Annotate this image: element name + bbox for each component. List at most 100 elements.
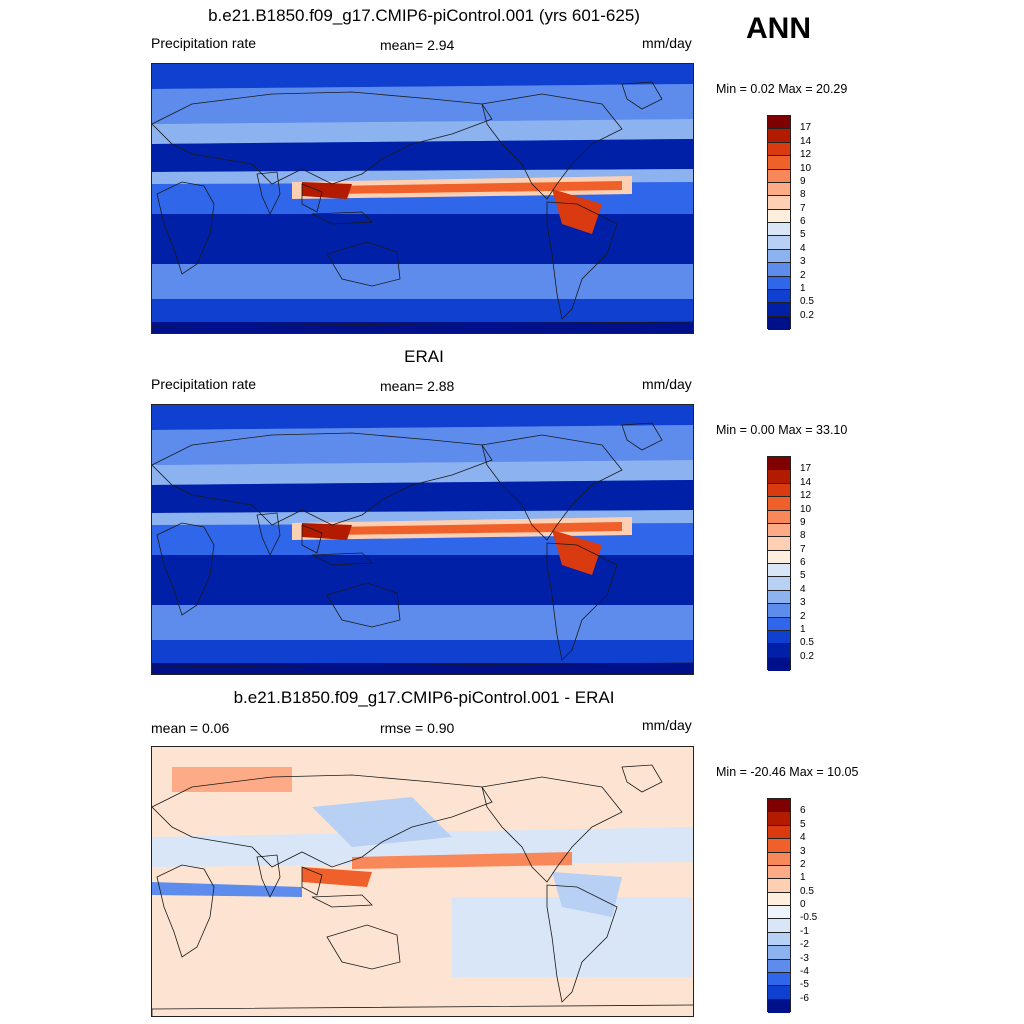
colorbar-swatch [768, 497, 790, 511]
colorbar-tick-label: -5 [800, 979, 809, 991]
colorbar-tick-label: 0.5 [800, 637, 814, 649]
colorbar-tick-label: -6 [800, 992, 809, 1004]
colorbar-swatch [768, 839, 790, 853]
colorbar-tick-label: -1 [800, 925, 809, 937]
colorbar-tick-label: 3 [800, 256, 806, 268]
colorbar-swatch [768, 577, 790, 591]
season-label: ANN [746, 12, 811, 45]
colorbar-tick-label: 10 [800, 162, 812, 174]
colorbar-swatch [768, 564, 790, 578]
panel-2-title: ERAI [404, 347, 444, 366]
colorbar-swatch [768, 483, 790, 498]
colorbar-tick-label: 4 [800, 583, 806, 595]
colorbar-swatch [768, 892, 790, 906]
colorbar-swatch [768, 825, 790, 840]
colorbar-swatch [768, 799, 790, 813]
colorbar-tick-label: 3 [800, 845, 806, 857]
colorbar-tick-label: 10 [800, 503, 812, 515]
colorbar-tick-label: 6 [800, 216, 806, 227]
colorbar-swatch [768, 919, 790, 933]
colorbar-tick-label: 14 [800, 135, 812, 147]
panel-1-title: b.e21.B1850.f09_g17.CMIP6-piControl.001 … [208, 6, 640, 25]
colorbar-tick-label: 7 [800, 202, 806, 214]
colorbar-swatch [768, 470, 790, 484]
panel-3-units: mm/day [642, 717, 692, 733]
panel-3-colorbar [767, 798, 791, 1013]
colorbar-swatch [768, 537, 790, 551]
colorbar-tick-label: 9 [800, 516, 806, 528]
colorbar-swatch [768, 879, 790, 893]
colorbar-swatch [768, 986, 790, 1000]
colorbar-swatch [768, 946, 790, 960]
colorbar-swatch [768, 156, 790, 170]
colorbar-tick-label: -3 [800, 952, 809, 964]
colorbar-swatch [768, 959, 790, 973]
colorbar-tick-label: 8 [800, 189, 806, 201]
colorbar-swatch [768, 523, 790, 538]
colorbar-tick-label: 0.2 [800, 309, 814, 321]
colorbar-swatch [768, 169, 790, 183]
colorbar-tick-label: 17 [800, 463, 812, 475]
colorbar-tick-label: 4 [800, 242, 806, 254]
colorbar-swatch [768, 289, 790, 304]
colorbar-swatch [768, 116, 790, 130]
colorbar-tick-label: 5 [800, 818, 806, 830]
panel-2-mean: mean= 2.88 [380, 378, 455, 394]
colorbar-swatch [768, 906, 790, 920]
colorbar-swatch [768, 182, 790, 197]
panel-2-units: mm/day [642, 376, 692, 392]
colorbar-swatch [768, 223, 790, 237]
colorbar-swatch [768, 604, 790, 618]
colorbar-swatch [768, 303, 790, 317]
colorbar-swatch [768, 617, 790, 631]
colorbar-swatch [768, 932, 790, 947]
colorbar-tick-label: 12 [800, 149, 812, 161]
colorbar-tick-label: 6 [800, 805, 806, 817]
colorbar-swatch [768, 550, 790, 564]
colorbar-swatch [768, 249, 790, 264]
colorbar-swatch [768, 630, 790, 645]
panel-1-minmax: Min = 0.02 Max = 20.29 [716, 82, 848, 96]
colorbar-swatch [768, 276, 790, 290]
colorbar-swatch [768, 865, 790, 880]
colorbar-tick-label: 7 [800, 543, 806, 555]
colorbar-tick-label: 0 [800, 899, 806, 910]
colorbar-tick-label: 0.2 [800, 650, 814, 662]
colorbar-tick-label: 2 [800, 858, 806, 870]
colorbar-tick-label: 8 [800, 530, 806, 542]
colorbar-swatch [768, 236, 790, 250]
colorbar-tick-label: -2 [800, 939, 809, 951]
colorbar-tick-label: 17 [800, 122, 812, 134]
panel-1-mean: mean= 2.94 [380, 37, 455, 53]
panel-3-title: b.e21.B1850.f09_g17.CMIP6-piControl.001 … [233, 688, 615, 707]
colorbar-tick-label: 1 [800, 872, 806, 884]
colorbar-swatch [768, 510, 790, 524]
colorbar-tick-label: 1 [800, 623, 806, 635]
colorbar-tick-label: 0.5 [800, 885, 814, 897]
colorbar-tick-label: 5 [800, 229, 806, 241]
colorbar-swatch [768, 852, 790, 866]
panel-3-map [151, 746, 694, 1017]
panel-3-mean: mean = 0.06 [151, 720, 230, 736]
colorbar-swatch [768, 999, 790, 1013]
colorbar-swatch [768, 812, 790, 826]
colorbar-tick-label: 0.5 [800, 296, 814, 308]
colorbar-tick-label: 3 [800, 597, 806, 609]
colorbar-swatch [768, 590, 790, 605]
colorbar-swatch [768, 644, 790, 658]
colorbar-swatch [768, 457, 790, 471]
colorbar-tick-label: 14 [800, 476, 812, 488]
panel-1-left-label: Precipitation rate [151, 35, 257, 51]
colorbar-swatch [768, 129, 790, 143]
panel-1-map [151, 63, 694, 334]
colorbar-tick-label: -4 [800, 965, 809, 977]
colorbar-tick-label: 2 [800, 269, 806, 281]
colorbar-swatch [768, 972, 790, 987]
colorbar-swatch [768, 142, 790, 157]
panel-2-map [151, 404, 694, 675]
colorbar-tick-label: 12 [800, 490, 812, 502]
panel-2-left-label: Precipitation rate [151, 376, 257, 392]
colorbar-tick-label: 5 [800, 570, 806, 582]
colorbar-swatch [768, 263, 790, 277]
panel-1-units: mm/day [642, 35, 692, 51]
